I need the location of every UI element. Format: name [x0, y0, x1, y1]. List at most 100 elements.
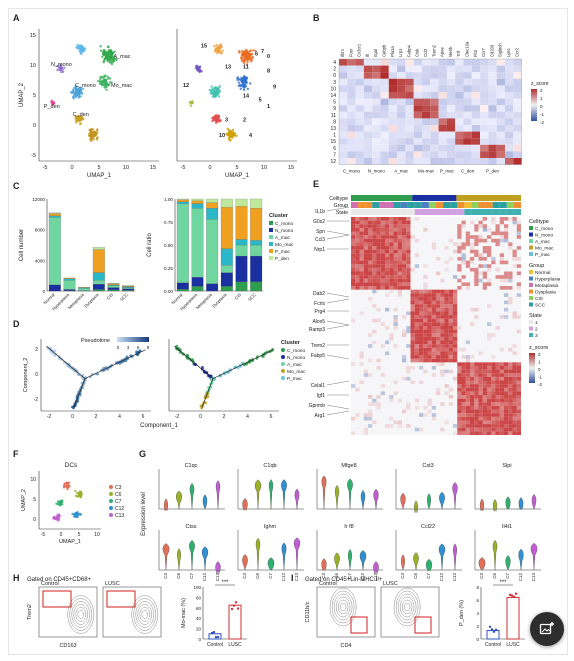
- heatmap-cell: [444, 293, 449, 297]
- heatmap-cell: [385, 286, 390, 290]
- umap-point: [101, 55, 104, 58]
- heatmap-cell: [478, 351, 483, 356]
- umap-point: [212, 118, 216, 121]
- umap-point: [237, 84, 241, 88]
- umap-point: [245, 63, 249, 66]
- heatmap-cell: [465, 402, 470, 406]
- heatmap-cell: [474, 278, 479, 283]
- heatmap-cell: [438, 65, 447, 73]
- heatmap-cell: [430, 151, 439, 158]
- umap-point: [211, 88, 215, 91]
- umap-point: [104, 83, 107, 87]
- bar-segment: [78, 288, 91, 291]
- heatmap-cell: [368, 296, 373, 301]
- heatmap-cell: [423, 293, 428, 297]
- legend-swatch: [529, 326, 533, 331]
- heatmap-cell: [440, 362, 445, 366]
- umap-point: [103, 49, 106, 52]
- heatmap-cell: [495, 373, 500, 377]
- heatmap-cell: [385, 260, 390, 265]
- heatmap-cell: [413, 138, 422, 145]
- heatmap-cell: [380, 118, 389, 125]
- heatmap-cell: [359, 380, 364, 385]
- violin: [163, 498, 169, 512]
- heatmap-cell: [461, 398, 466, 403]
- heatmap-cell: [455, 151, 464, 158]
- heatmap-cell: [495, 413, 500, 417]
- heatmap-cell: [465, 355, 470, 359]
- panel-label-i: I: [291, 573, 294, 583]
- bar-chart-cell-number: [46, 199, 135, 292]
- trajectory-point: [175, 344, 179, 348]
- heatmap-cell: [380, 138, 389, 145]
- heatmap-cell: [389, 289, 394, 294]
- heatmap-cell: [376, 249, 381, 254]
- heatmap-cell: [436, 340, 441, 345]
- heatmap-cell: [457, 409, 462, 414]
- add-image-button[interactable]: [530, 612, 564, 646]
- legend-label: N_mono: [275, 228, 293, 234]
- heatmap-cell: [440, 315, 445, 319]
- heatmap-cell: [455, 118, 464, 125]
- heatmap-cell: [491, 402, 496, 406]
- heatmap-cell: [397, 227, 402, 232]
- x-tick-label: 6: [270, 414, 273, 420]
- heatmap-cell: [413, 144, 422, 152]
- trajectory-point: [202, 370, 206, 374]
- state-track: [372, 209, 380, 215]
- heatmap-cell: [388, 105, 398, 112]
- umap-point: [76, 511, 79, 514]
- heatmap-cell: [406, 286, 411, 290]
- heatmap-cell: [478, 384, 483, 388]
- heatmap-cell: [499, 380, 504, 385]
- celltype-label: C_mono: [75, 83, 96, 89]
- umap-point: [75, 121, 78, 124]
- flow-contour: [399, 596, 415, 618]
- data-point: [230, 607, 234, 611]
- heatmap-cell: [380, 224, 385, 228]
- heatmap-cell: [372, 304, 377, 308]
- violin-cluster-label: C13: [452, 573, 457, 582]
- heatmap-cell: [491, 260, 496, 265]
- track-label: State: [336, 210, 348, 216]
- heatmap-cell: [446, 125, 456, 132]
- heatmap-cell: [440, 296, 445, 301]
- state-track: [450, 209, 458, 215]
- heatmap-cell: [351, 362, 356, 366]
- umap-point: [96, 136, 99, 139]
- heatmap-cell: [380, 217, 385, 221]
- violin: [189, 540, 195, 571]
- heatmap-cell: [496, 138, 505, 145]
- heatmap-cell: [508, 296, 513, 301]
- legend-label: P_mac: [287, 376, 303, 382]
- heatmap-cell: [474, 384, 479, 388]
- heatmap-cell: [461, 427, 466, 432]
- gene-label: Ccl3: [315, 237, 325, 243]
- flow-contour: [331, 590, 355, 624]
- heatmap-cell: [453, 275, 458, 279]
- cluster-label: 14: [243, 94, 250, 100]
- heatmap-col-label: Ly6c: [506, 48, 511, 57]
- legend-tick: -1: [540, 112, 544, 117]
- heatmap-cell: [372, 246, 377, 250]
- y-tick-label: 0: [33, 123, 36, 129]
- heatmap-cell: [393, 391, 398, 396]
- bar-segment: [92, 280, 105, 285]
- violin: [242, 498, 248, 511]
- data-point: [216, 635, 220, 639]
- heatmap-cell: [397, 125, 406, 132]
- umap-point: [211, 95, 215, 98]
- heatmap-cell: [380, 264, 385, 268]
- heatmap-cell: [496, 158, 505, 165]
- heatmap-cell: [461, 256, 466, 261]
- heatmap-cell: [355, 65, 364, 73]
- heatmap-cell: [368, 333, 373, 337]
- heatmap-cell: [505, 158, 514, 165]
- heatmap-cell: [505, 85, 514, 92]
- legend-swatch: [281, 355, 285, 359]
- heatmap-cell: [463, 151, 472, 158]
- heatmap-cell: [397, 105, 406, 112]
- heatmap-cell: [470, 235, 475, 239]
- legend-label: Dysplasia: [535, 290, 556, 296]
- heatmap-cell: [516, 286, 521, 290]
